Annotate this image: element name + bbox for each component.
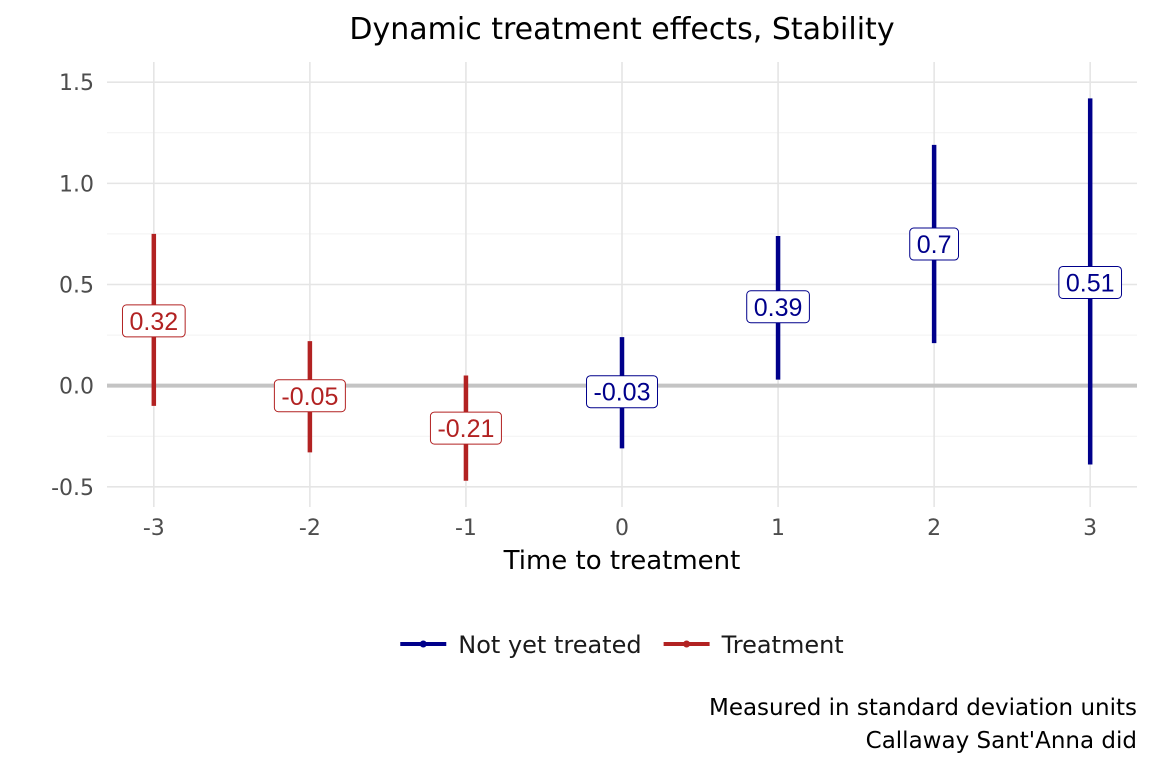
x-axis-title: Time to treatment [503,546,741,576]
data-label: 0.32 [121,304,186,338]
legend-item: Treatment [663,631,844,659]
chart-title: Dynamic treatment effects, Stability [349,12,894,47]
data-label: 0.39 [746,290,810,324]
caption-line: Callaway Sant'Anna did [866,728,1137,754]
caption: Measured in standard deviation units Call… [709,695,1137,754]
x-tick-label: 3 [1083,516,1097,541]
legend-item: Not yet treated [400,631,642,659]
legend-label: Treatment [721,631,844,659]
data-label-box [746,290,810,324]
data-label-text: 0.39 [754,294,803,322]
data-label-text: -0.03 [594,379,651,407]
data-label-text: 0.32 [129,308,178,336]
data-label: -0.21 [429,411,502,445]
data-label-box [909,227,960,261]
data-label-box [1058,265,1123,299]
data-label: -0.03 [586,375,658,409]
data-label-box [273,379,346,413]
data-label-text: -0.21 [437,415,494,443]
x-axis-ticks: -3 -2 -1 0 1 2 3 [143,516,1097,541]
x-tick-label: 2 [927,516,941,541]
caption-line: Measured in standard deviation units [709,695,1137,721]
data-labels: -0.03 0.39 0.7 0.51 0.32 -0.05 -0.21 [121,227,1123,445]
data-label-text: 0.7 [917,231,952,259]
legend-key-point [419,640,427,648]
data-label-box [121,304,186,338]
y-axis-ticks: -0.5 0.0 0.5 1.0 1.5 [51,71,94,501]
y-tick-label: 1.5 [59,71,94,96]
y-tick-label: 0.5 [59,274,94,299]
data-label: -0.05 [273,379,346,413]
legend-key-point [683,640,691,648]
x-tick-label: -3 [143,516,165,541]
y-tick-label: -0.5 [51,476,94,501]
x-tick-label: 1 [771,516,785,541]
data-label-box [586,375,658,409]
data-label-text: -0.05 [281,383,338,411]
x-tick-label: 0 [615,516,629,541]
x-tick-label: -1 [455,516,477,541]
data-label-text: 0.51 [1066,269,1115,297]
legend: Not yet treated Treatment [400,631,844,659]
data-label: 0.7 [909,227,960,261]
legend-label: Not yet treated [458,631,641,659]
data-label: 0.51 [1058,265,1123,299]
y-tick-label: 0.0 [59,375,94,400]
y-tick-label: 1.0 [59,172,94,197]
data-label-box [429,411,502,445]
x-tick-label: -2 [299,516,321,541]
